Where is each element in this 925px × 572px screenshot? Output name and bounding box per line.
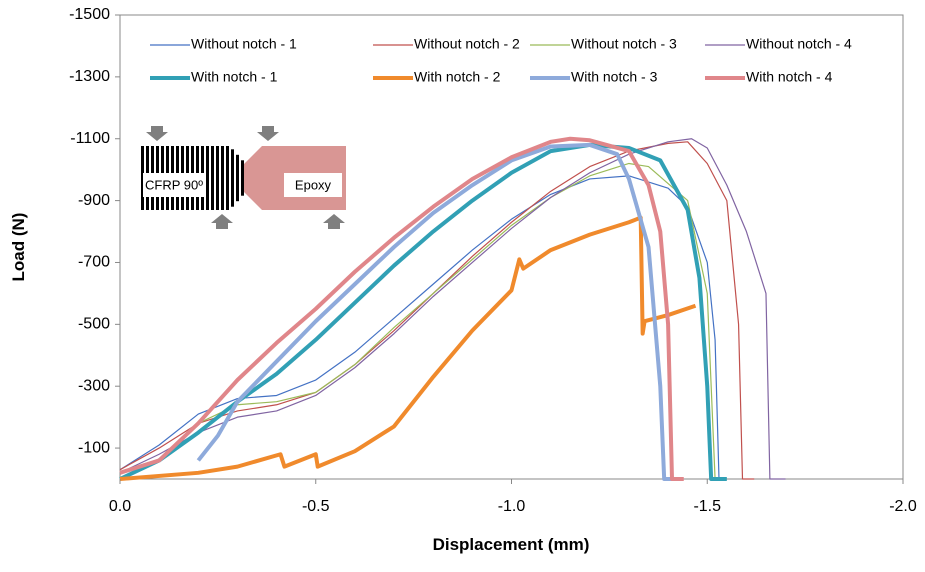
series-line bbox=[119, 215, 697, 481]
y-tick-label: -1100 bbox=[70, 130, 110, 147]
legend-label: With notch - 2 bbox=[414, 69, 501, 85]
legend-label: Without notch - 4 bbox=[746, 36, 852, 52]
curves bbox=[119, 136, 786, 481]
legend-label: With notch - 4 bbox=[746, 69, 833, 85]
legend-label: Without notch - 3 bbox=[571, 36, 677, 52]
legend-label: With notch - 3 bbox=[571, 69, 658, 85]
stripe bbox=[236, 154, 239, 202]
support-arrow bbox=[211, 214, 233, 229]
load-arrow bbox=[257, 126, 279, 141]
y-tick-label: -500 bbox=[78, 316, 110, 333]
stripe bbox=[216, 146, 219, 210]
x-tick-label: -2.0 bbox=[889, 498, 917, 515]
x-tick-label: -1.5 bbox=[693, 498, 721, 515]
stripe bbox=[206, 146, 209, 210]
plot-area bbox=[119, 14, 904, 480]
legend-label: Without notch - 1 bbox=[191, 36, 297, 52]
y-tick-label: -900 bbox=[78, 192, 110, 209]
x-axis-title: Displacement (mm) bbox=[433, 535, 590, 554]
x-tick-label: -0.5 bbox=[302, 498, 330, 515]
y-tick-label: -300 bbox=[78, 377, 110, 394]
y-axis-title: Load (N) bbox=[9, 213, 28, 282]
legend-label: Without notch - 2 bbox=[414, 36, 520, 52]
y-tick-label: -1300 bbox=[69, 68, 110, 85]
load-arrow bbox=[146, 126, 168, 141]
y-tick-label: -1500 bbox=[69, 6, 110, 23]
stripe bbox=[221, 146, 224, 210]
epoxy-label-box bbox=[284, 173, 342, 197]
series-line bbox=[119, 136, 684, 481]
x-tick-label: -1.0 bbox=[498, 498, 526, 515]
series-line bbox=[119, 141, 755, 480]
series-line bbox=[119, 138, 786, 480]
cfrp-label: CFRP 90º bbox=[145, 177, 203, 192]
inset-diagram: CFRP 90º Epoxy bbox=[138, 126, 350, 229]
cfrp-label-box bbox=[143, 173, 205, 197]
legend-label: With notch - 1 bbox=[191, 69, 278, 85]
support-arrow bbox=[323, 214, 345, 229]
y-tick-label: -100 bbox=[78, 439, 110, 456]
stripe bbox=[241, 160, 244, 196]
stripe bbox=[211, 146, 214, 210]
series-line bbox=[196, 142, 676, 481]
stripe bbox=[231, 149, 234, 207]
epoxy-label: Epoxy bbox=[295, 177, 332, 192]
x-tick-label: 0.0 bbox=[109, 498, 131, 515]
stripe bbox=[141, 146, 144, 210]
y-tick-label: -700 bbox=[78, 254, 110, 271]
stripe bbox=[226, 146, 229, 210]
